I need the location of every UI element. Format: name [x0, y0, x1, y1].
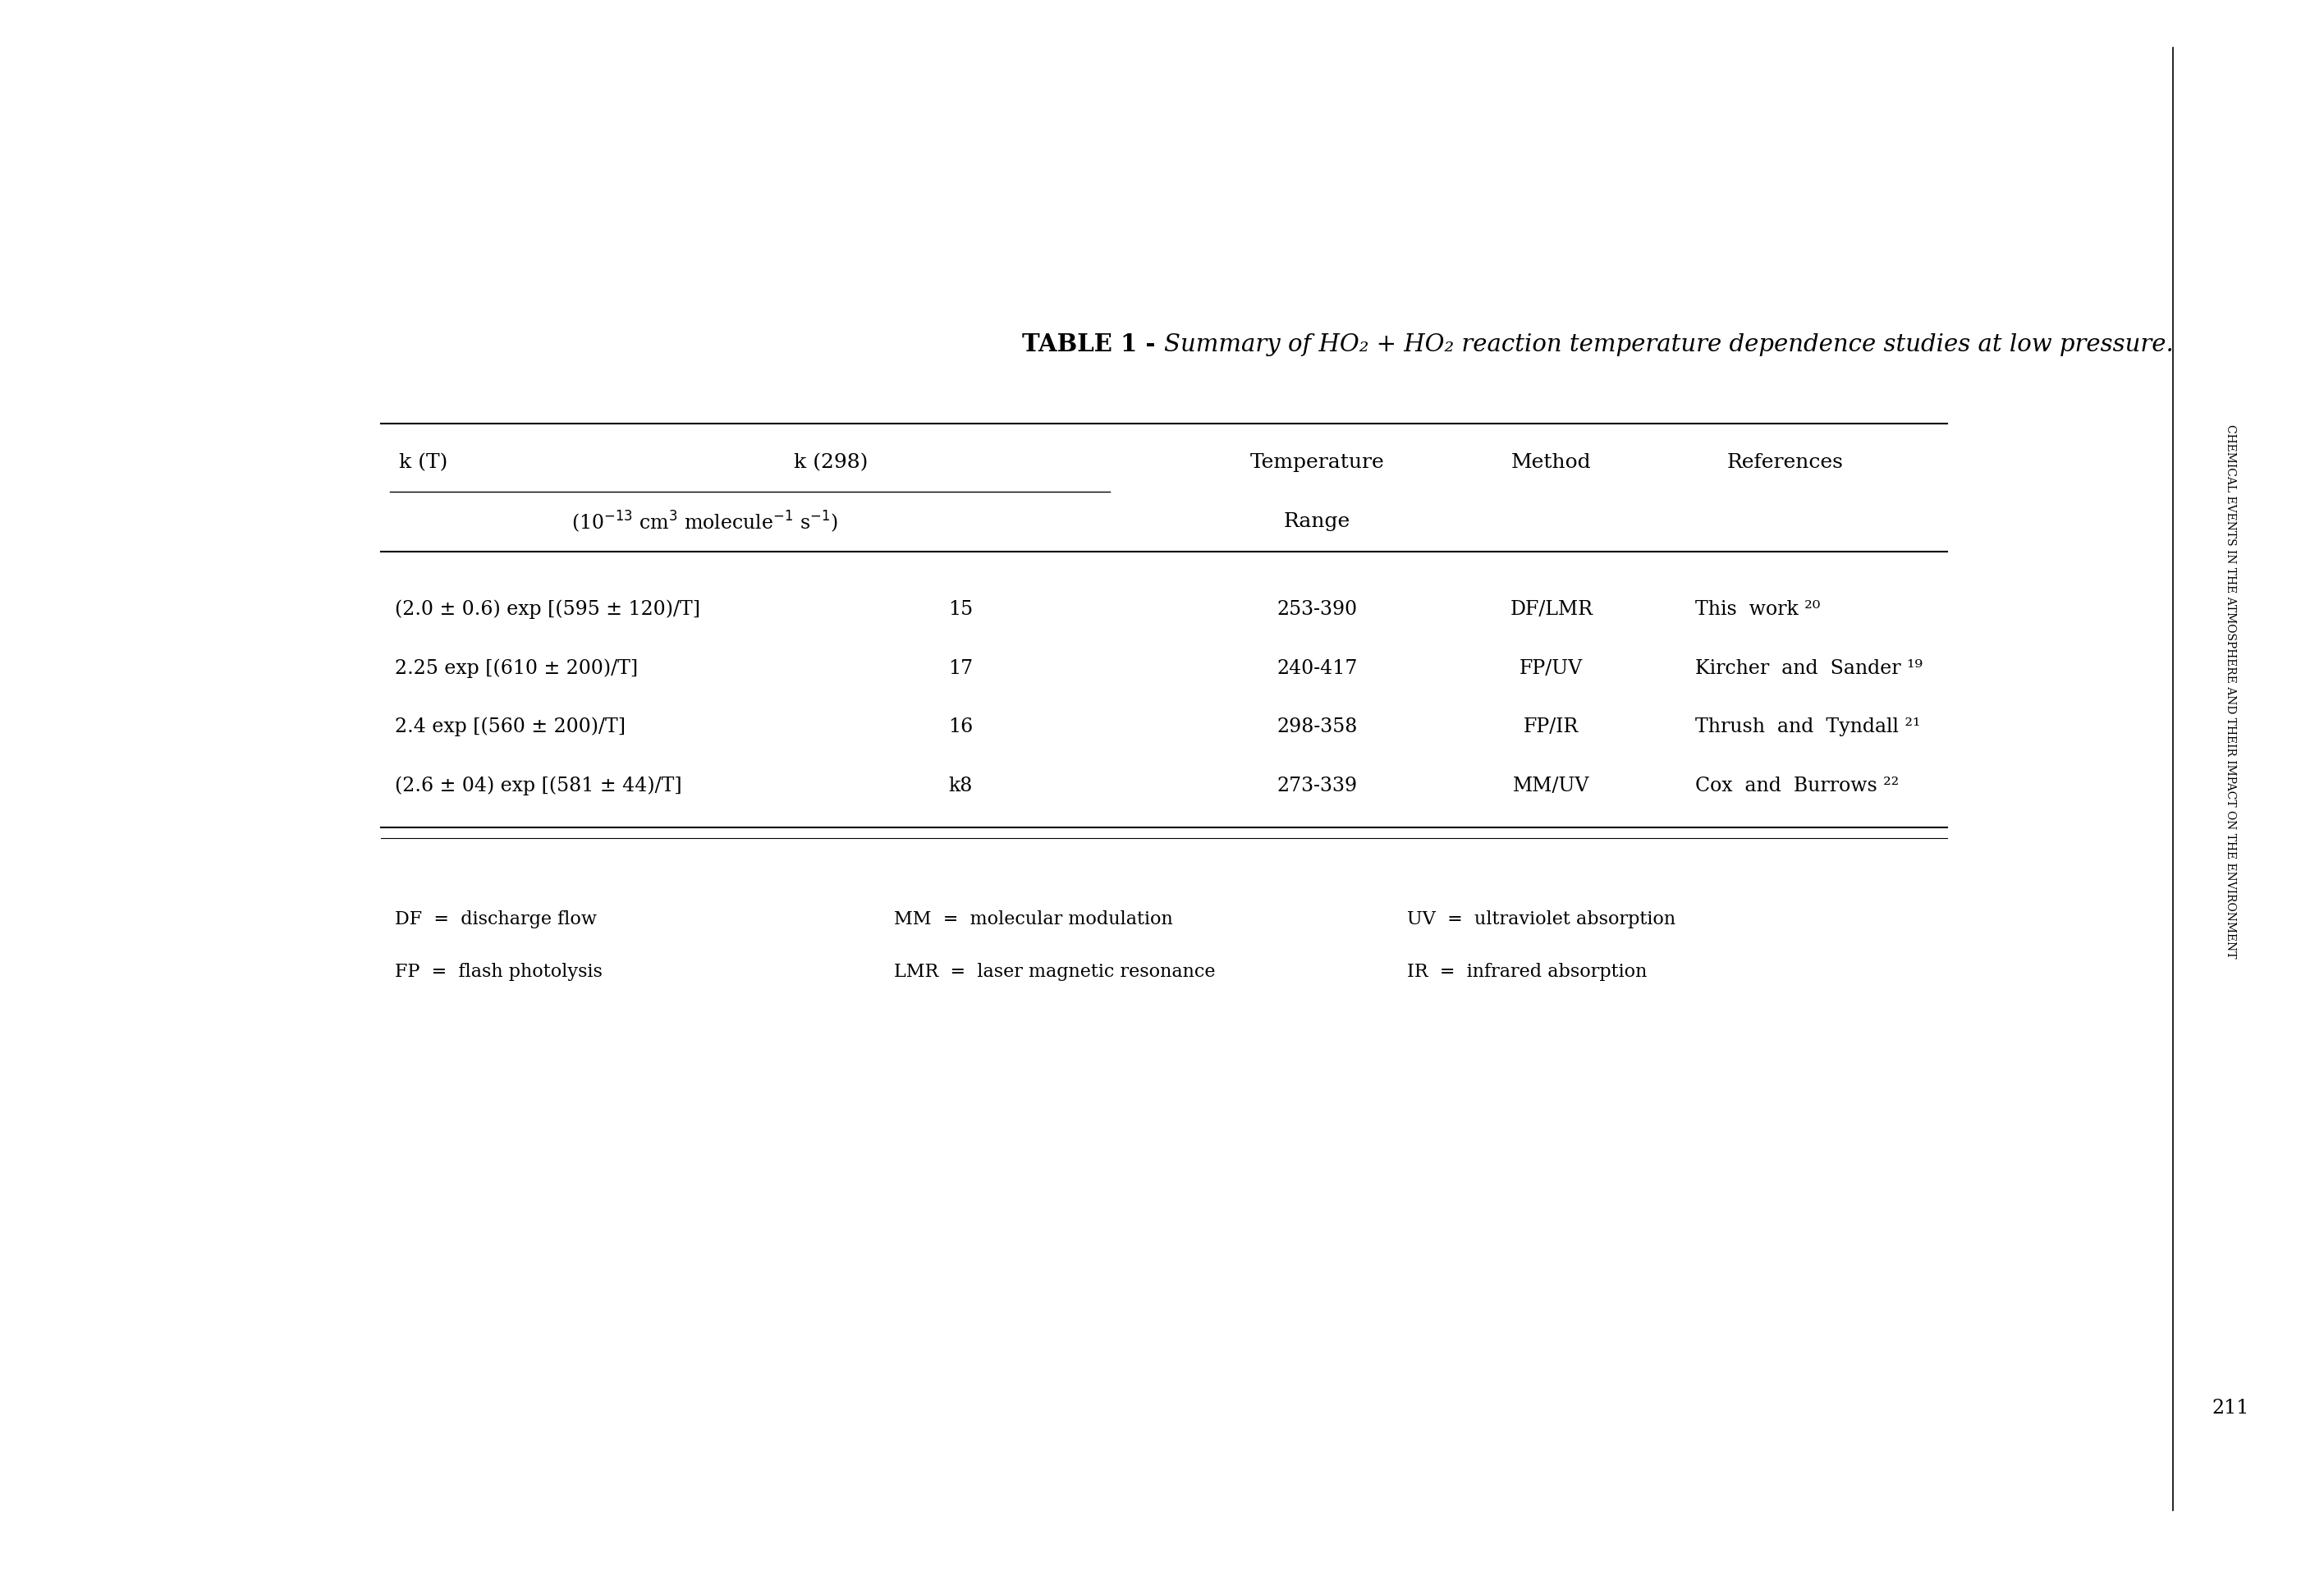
Text: (10$^{-13}$ cm$^{3}$ molecule$^{-1}$ s$^{-1}$): (10$^{-13}$ cm$^{3}$ molecule$^{-1}$ s$^…	[572, 509, 839, 534]
Text: DF  =  discharge flow: DF = discharge flow	[395, 909, 597, 929]
Text: UV  =  ultraviolet absorption: UV = ultraviolet absorption	[1406, 909, 1676, 929]
Text: CHEMICAL EVENTS IN THE ATMOSPHERE AND THEIR IMPACT ON THE ENVIRONMENT: CHEMICAL EVENTS IN THE ATMOSPHERE AND TH…	[2224, 425, 2236, 959]
Text: DF/LMR: DF/LMR	[1511, 599, 1592, 619]
Text: Range: Range	[1283, 512, 1350, 531]
Text: (2.6 ± 04) exp [(581 ± 44)/T]: (2.6 ± 04) exp [(581 ± 44)/T]	[395, 776, 681, 795]
Text: k (298): k (298)	[795, 453, 867, 472]
Text: FP/IR: FP/IR	[1525, 717, 1578, 736]
Text: MM  =  molecular modulation: MM = molecular modulation	[895, 909, 1174, 929]
Text: TABLE 1 -: TABLE 1 -	[1023, 332, 1164, 356]
Text: FP  =  flash photolysis: FP = flash photolysis	[395, 964, 602, 981]
Text: Temperature: Temperature	[1250, 453, 1385, 472]
Text: Cox  and  Burrows ²²: Cox and Burrows ²²	[1697, 776, 1899, 795]
Text: 211: 211	[2212, 1399, 2250, 1418]
Text: FP/UV: FP/UV	[1520, 658, 1583, 677]
Text: 15: 15	[948, 599, 974, 619]
Text: Method: Method	[1511, 453, 1592, 472]
Text: IR  =  infrared absorption: IR = infrared absorption	[1406, 964, 1648, 981]
Text: 240-417: 240-417	[1276, 658, 1357, 677]
Text: References: References	[1727, 453, 1843, 472]
Text: LMR  =  laser magnetic resonance: LMR = laser magnetic resonance	[895, 964, 1215, 981]
Text: 17: 17	[948, 658, 974, 677]
Text: k (T): k (T)	[400, 453, 446, 472]
Text: This  work ²⁰: This work ²⁰	[1697, 599, 1820, 619]
Text: Summary of HO₂ + HO₂ reaction temperature dependence studies at low pressure.: Summary of HO₂ + HO₂ reaction temperatur…	[1164, 332, 2173, 356]
Text: 16: 16	[948, 717, 974, 736]
Text: 2.25 exp [(610 ± 200)/T]: 2.25 exp [(610 ± 200)/T]	[395, 658, 639, 677]
Text: Kircher  and  Sander ¹⁹: Kircher and Sander ¹⁹	[1697, 658, 1922, 677]
Text: k8: k8	[948, 776, 971, 795]
Text: Thrush  and  Tyndall ²¹: Thrush and Tyndall ²¹	[1697, 717, 1920, 736]
Text: 2.4 exp [(560 ± 200)/T]: 2.4 exp [(560 ± 200)/T]	[395, 717, 625, 736]
Text: 273-339: 273-339	[1276, 776, 1357, 795]
Text: 253-390: 253-390	[1276, 599, 1357, 619]
Text: MM/UV: MM/UV	[1513, 776, 1590, 795]
Text: 298-358: 298-358	[1276, 717, 1357, 736]
Text: (2.0 ± 0.6) exp [(595 ± 120)/T]: (2.0 ± 0.6) exp [(595 ± 120)/T]	[395, 599, 700, 619]
